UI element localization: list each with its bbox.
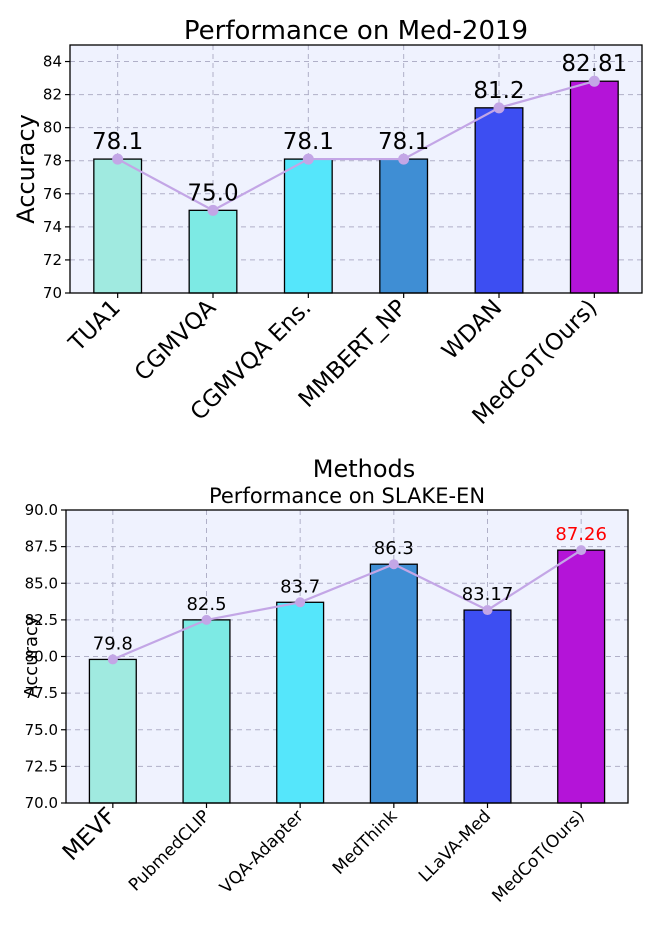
- x-tick-label: TUA1: [63, 295, 125, 357]
- value-label: 79.8: [93, 633, 133, 654]
- y-tick-label: 80.0: [25, 648, 58, 666]
- value-label: 82.5: [186, 594, 226, 615]
- y-tick-label: 80: [43, 119, 62, 137]
- value-label: 83.17: [462, 584, 514, 605]
- trend-line: [112, 549, 582, 661]
- y-tick-label: 70: [43, 284, 62, 302]
- x-tick-label: CGMVQA: [130, 295, 222, 387]
- x-tick-label: VQA-Adapter: [216, 806, 308, 898]
- chart-panel-1: 78.1 75.0 78.1 78.1 81.2 82.81 70 72 74 76 78 80 82 8…: [12, 16, 643, 483]
- x-tick-label: MedThink: [329, 806, 402, 879]
- bar-tua1: [93, 158, 143, 294]
- y-tick-label: 78: [43, 152, 62, 170]
- y-tick-label: 85.0: [25, 574, 58, 592]
- y-tick-label: 82: [43, 86, 62, 104]
- value-label: 78.1: [92, 129, 143, 155]
- bar-medcot-ours-: [557, 549, 606, 804]
- chart-title: Performance on SLAKE-EN: [209, 484, 485, 508]
- trend-point: [302, 153, 314, 165]
- y-axis-label: Accuracy: [12, 114, 40, 224]
- value-label: 82.81: [561, 51, 627, 77]
- x-tick-label: PubmedCLIP: [125, 806, 214, 895]
- trend-point: [482, 605, 493, 616]
- trend-point: [388, 559, 399, 570]
- value-label: 81.2: [473, 78, 524, 104]
- y-tick-label: 75.0: [25, 721, 58, 739]
- bar-medcot-ours-: [569, 80, 619, 294]
- x-tick-label: MEVF: [58, 803, 121, 866]
- bar-vqa-adapter: [276, 601, 325, 804]
- value-label: 87.26: [555, 524, 607, 545]
- trend-point: [107, 654, 118, 665]
- bar-cgmvqa: [188, 209, 238, 294]
- trend-point: [493, 102, 505, 114]
- bar-medthink: [369, 563, 418, 804]
- y-tick-label: 76: [43, 185, 62, 203]
- y-tick-label: 87.5: [25, 538, 58, 556]
- plot-frame: [69, 44, 643, 294]
- bar-cgmvqa-ens-: [283, 158, 333, 294]
- plot-area: [70, 45, 642, 293]
- y-tick-label: 74: [43, 218, 62, 236]
- chart-title: Performance on Med-2019: [184, 16, 528, 46]
- x-tick-label: LLaVA-Med: [415, 806, 495, 886]
- x-axis-label: Methods: [313, 455, 416, 483]
- trend-point: [201, 614, 212, 625]
- trend-point: [112, 153, 124, 165]
- x-tick-label: MedCoT(Ours): [488, 806, 588, 906]
- value-label: 86.3: [374, 538, 414, 559]
- value-label: 83.7: [280, 576, 320, 597]
- y-axis-label: Accuracy: [21, 615, 42, 698]
- value-label: 78.1: [378, 129, 429, 155]
- bar-mevf: [88, 658, 137, 804]
- y-tick-label: 82.5: [25, 611, 58, 629]
- y-tick-label: 77.5: [25, 684, 58, 702]
- trend-point: [207, 204, 219, 216]
- y-tick-label: 72.5: [25, 757, 58, 775]
- chart-panel-2: 79.8 82.5 83.7 86.3 83.17 87.26 70.0 72.5 75.0 77…: [21, 484, 629, 907]
- bar-pubmedclip: [182, 619, 231, 804]
- y-tick-label: 90.0: [25, 501, 58, 519]
- y-tick-label: 70.0: [25, 794, 58, 812]
- trend-line: [117, 80, 595, 212]
- value-label: 75.0: [187, 180, 238, 206]
- bar-wdan: [474, 107, 524, 294]
- bar-mmbert-np: [379, 158, 429, 294]
- trend-point: [576, 545, 587, 556]
- x-tick-label: WDAN: [437, 295, 507, 365]
- trend-point: [295, 597, 306, 608]
- trend-point: [398, 153, 410, 165]
- bar-llava-med: [463, 609, 512, 804]
- value-label: 78.1: [283, 129, 334, 155]
- y-tick-label: 84: [43, 53, 62, 71]
- y-tick-label: 72: [43, 251, 62, 269]
- trend-point: [588, 75, 600, 87]
